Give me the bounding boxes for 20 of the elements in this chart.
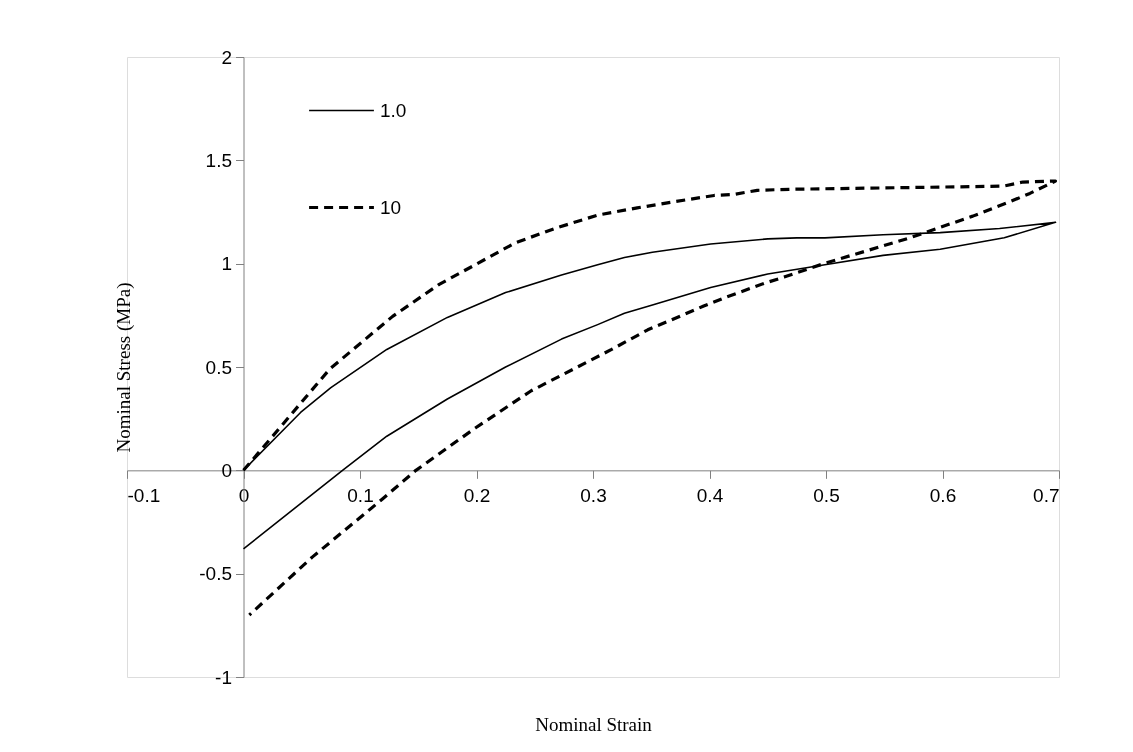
x-tick-label: 0.7	[1033, 484, 1060, 506]
x-tick-label: 0.4	[696, 484, 724, 506]
y-tick-label: -1	[215, 666, 232, 688]
x-tick-label: 0.6	[929, 484, 957, 506]
legend-label: 1.0	[380, 99, 407, 121]
y-tick-label: 2	[221, 46, 232, 68]
y-axis-title: Nominal Stress (MPa)	[113, 282, 135, 453]
x-axis-title: Nominal Strain	[535, 713, 653, 735]
x-tick-label: 0.3	[580, 484, 607, 506]
x-tick-label: -0.1	[127, 484, 161, 506]
y-tick-label: -0.5	[199, 563, 232, 585]
x-tick-label: 0.5	[813, 484, 840, 506]
y-tick-label: 0.5	[205, 356, 232, 378]
y-tick-label: 0	[221, 459, 232, 481]
x-tick-label: 0	[238, 484, 250, 506]
y-tick-label: 1.5	[205, 149, 232, 171]
y-tick-label: 1	[221, 253, 232, 275]
x-tick-label: 0.2	[463, 484, 491, 506]
x-tick-label: 0.1	[347, 484, 374, 506]
legend-label: 10	[380, 196, 402, 218]
